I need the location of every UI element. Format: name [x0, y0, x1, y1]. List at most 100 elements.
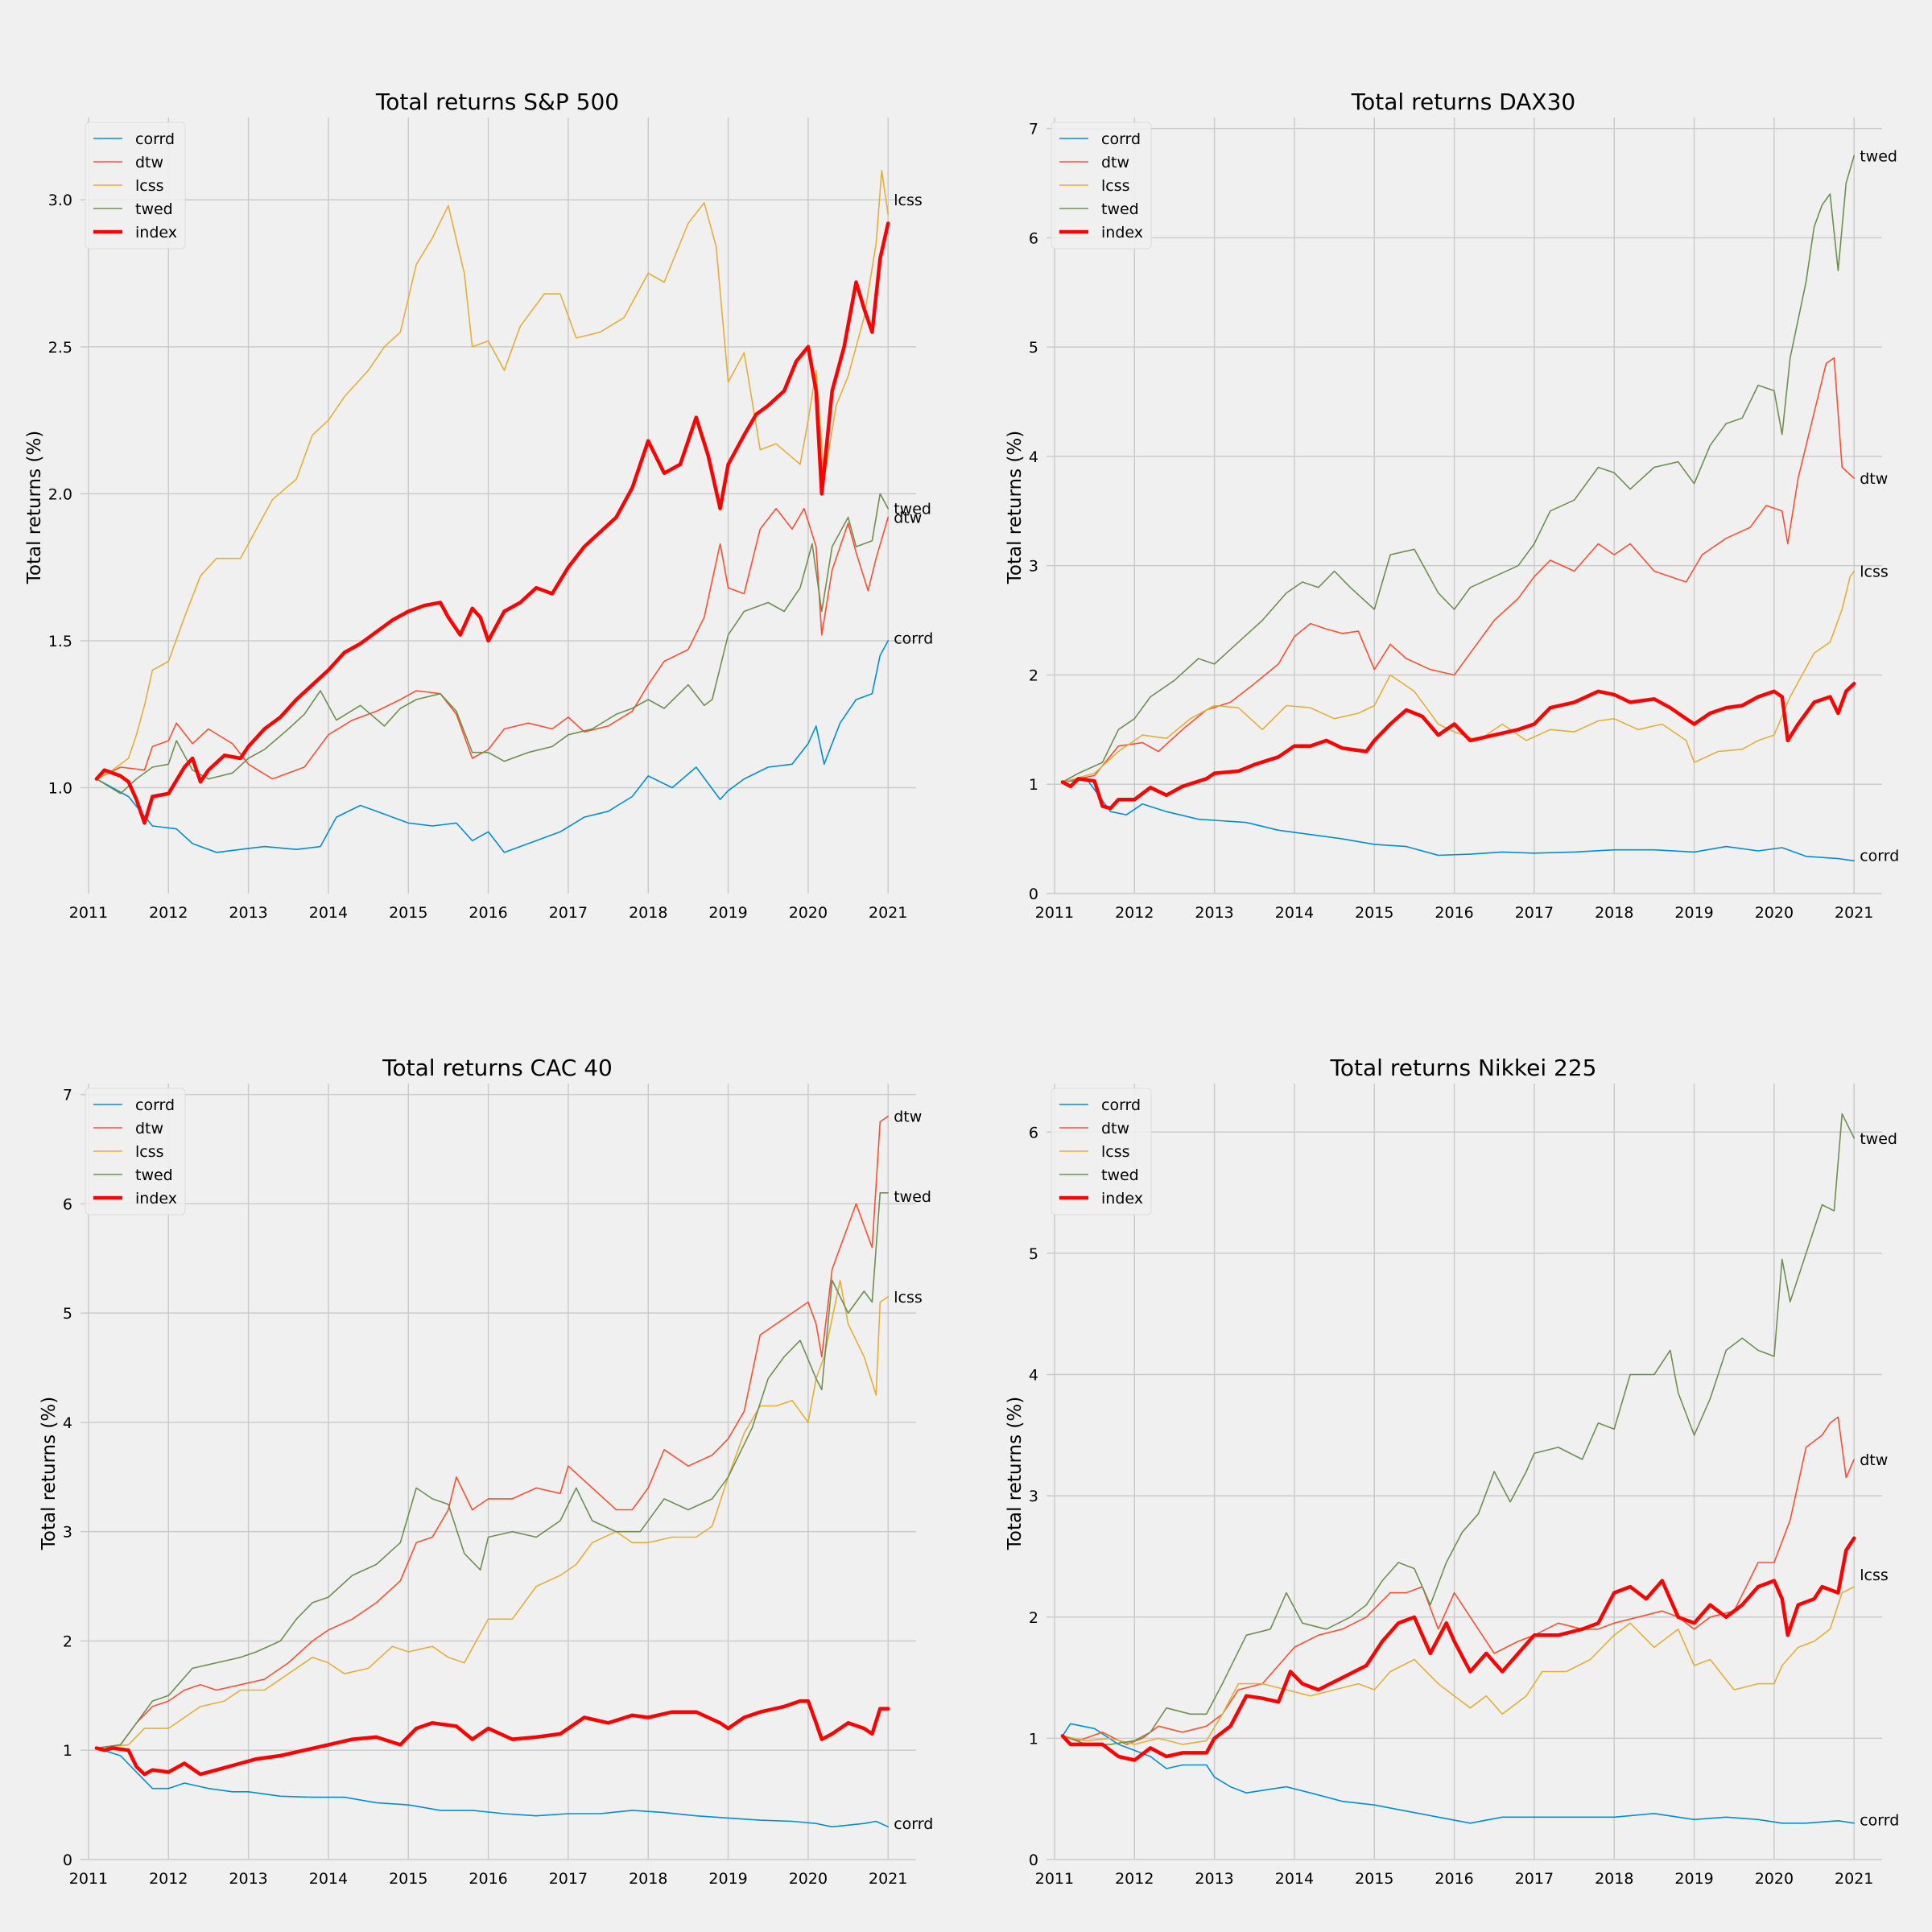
chart-sp500: Total returns S&P 500 Total returns (%) …	[24, 89, 933, 922]
chart-title: Total returns DAX30	[1351, 89, 1575, 115]
tick-labels: 2011 2012 2013 2014 2015 2016 2017 2018 2019 2020…	[1029, 1124, 1874, 1888]
end-label-lcss: lcss	[894, 192, 923, 209]
x-tick-label: 2014	[309, 904, 348, 922]
y-axis-label: Total returns (%)	[39, 1397, 60, 1550]
y-axis-label: Total returns (%)	[1005, 1397, 1026, 1550]
x-tick-label: 2014	[1275, 904, 1314, 922]
x-tick-label: 2014	[309, 1870, 348, 1888]
series-line-twed	[96, 1192, 889, 1749]
legend-label-dtw: dtw	[1101, 154, 1129, 171]
legend: corrd dtw lcss twed index	[1051, 122, 1152, 250]
end-label-twed: twed	[1860, 148, 1897, 166]
x-tick-label: 2011	[69, 904, 108, 922]
x-tick-label: 2016	[1435, 1870, 1473, 1888]
x-tick-label: 2016	[1435, 904, 1473, 922]
chart-title: Total returns Nikkei 225	[1330, 1055, 1597, 1081]
series-line-corrd	[96, 1747, 889, 1828]
chart-nikkei225: Total returns Nikkei 225 Total returns (…	[1005, 1055, 1899, 1888]
legend: corrd dtw lcss twed index	[1051, 1088, 1152, 1216]
x-tick-label: 2015	[389, 1870, 427, 1888]
x-tick-label: 2021	[1835, 904, 1873, 922]
y-tick-label: 6	[1029, 1124, 1038, 1141]
chart-title: Total returns CAC 40	[382, 1055, 613, 1081]
legend-box	[1051, 1088, 1152, 1216]
series-line-dtw	[1062, 357, 1855, 783]
x-tick-label: 2013	[229, 904, 267, 922]
end-label-corrd: corrd	[1860, 847, 1899, 865]
end-labels: twed dtw lcss corrd	[1860, 1130, 1899, 1830]
x-tick-label: 2020	[1755, 1870, 1794, 1888]
x-tick-label: 2017	[549, 1870, 588, 1888]
y-tick-label: 7	[1029, 121, 1038, 138]
legend-label-twed: twed	[135, 200, 173, 218]
legend-label-dtw: dtw	[135, 1120, 163, 1137]
tick-labels: 2011 2012 2013 2014 2015 2016 2017 2018 2019 2020…	[1029, 121, 1874, 922]
end-label-corrd: corrd	[1860, 1811, 1899, 1829]
y-tick-label: 2	[63, 1633, 72, 1650]
y-axis-label: Total returns (%)	[1005, 431, 1026, 584]
x-tick-label: 2015	[1355, 1870, 1393, 1888]
y-tick-label: 3	[1029, 558, 1038, 576]
legend-label-lcss: lcss	[135, 1143, 164, 1161]
x-tick-label: 2020	[789, 1870, 828, 1888]
tick-labels: 2011 2012 2013 2014 2015 2016 2017 2018 2019 2020…	[48, 192, 908, 922]
series-line-lcss	[96, 169, 889, 780]
legend-label-index: index	[1101, 224, 1143, 242]
y-tick-label: 5	[1029, 339, 1038, 357]
y-tick-label: 4	[1029, 448, 1038, 466]
x-tick-label: 2019	[708, 1870, 747, 1888]
y-tick-label: 1	[1029, 776, 1038, 794]
legend-label-dtw: dtw	[1101, 1120, 1129, 1137]
y-tick-label: 4	[1029, 1367, 1038, 1385]
legend-label-dtw: dtw	[135, 154, 163, 171]
end-label-lcss: lcss	[1860, 1567, 1889, 1584]
series-line-index	[94, 1699, 890, 1777]
legend: corrd dtw lcss twed index	[85, 1088, 186, 1216]
series-line-index	[94, 221, 890, 825]
y-tick-label: 2	[1029, 667, 1038, 684]
series-line-dtw	[96, 507, 889, 780]
y-axis-label: Total returns (%)	[24, 431, 45, 584]
x-tick-label: 2011	[69, 1870, 108, 1888]
series-line-dtw	[1062, 1416, 1855, 1745]
chart-title: Total returns S&P 500	[375, 89, 619, 115]
legend-box	[85, 1088, 186, 1216]
series-line-twed	[1062, 155, 1855, 783]
y-tick-label: 7	[63, 1087, 72, 1104]
y-tick-label: 1	[63, 1742, 72, 1760]
x-tick-label: 2014	[1275, 1870, 1314, 1888]
x-tick-label: 2019	[1674, 904, 1713, 922]
series-line-index	[1060, 1536, 1856, 1762]
y-tick-label: 3.0	[48, 192, 72, 209]
x-tick-label: 2016	[469, 904, 507, 922]
legend-label-lcss: lcss	[1101, 1143, 1130, 1161]
grid	[80, 118, 916, 894]
legend: corrd dtw lcss twed index	[85, 122, 186, 250]
x-tick-label: 2012	[149, 1870, 188, 1888]
x-tick-label: 2011	[1035, 904, 1074, 922]
y-tick-label: 3	[63, 1524, 72, 1542]
series-lines	[1060, 155, 1856, 862]
y-tick-label: 5	[1029, 1245, 1038, 1263]
x-tick-label: 2020	[789, 904, 828, 922]
y-tick-label: 4	[63, 1414, 72, 1432]
chart-cac40: Total returns CAC 40 Total returns (%) 2…	[39, 1055, 933, 1888]
y-tick-label: 1.5	[48, 633, 72, 650]
legend-label-twed: twed	[135, 1166, 173, 1184]
legend-label-corrd: corrd	[1101, 130, 1141, 148]
series-line-lcss	[1062, 1586, 1855, 1745]
series-line-index	[1060, 682, 1856, 811]
series-line-lcss	[1062, 570, 1855, 783]
x-tick-label: 2011	[1035, 1870, 1074, 1888]
x-tick-label: 2021	[869, 1870, 907, 1888]
legend-label-corrd: corrd	[135, 130, 175, 148]
x-tick-label: 2019	[708, 904, 747, 922]
end-labels: twed dtw lcss corrd	[1860, 148, 1899, 865]
x-tick-label: 2012	[1115, 1870, 1154, 1888]
series-lines	[94, 169, 890, 853]
end-labels: dtw twed lcss corrd	[894, 1108, 933, 1833]
end-label-corrd: corrd	[894, 1815, 933, 1833]
legend-label-corrd: corrd	[135, 1096, 175, 1114]
